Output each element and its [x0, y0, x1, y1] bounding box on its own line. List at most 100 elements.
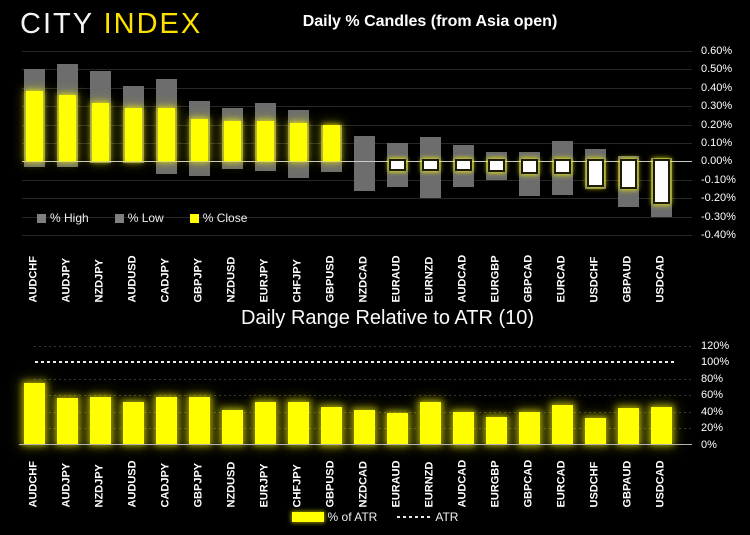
candles-x-label-usdcad: USDCAD: [654, 255, 667, 303]
candles-x-label-audchf: AUDCHF: [27, 256, 40, 303]
atr-plot-area: [19, 338, 692, 445]
atr-x-label-chfjpy: CHFJPY: [291, 464, 304, 508]
candles-x-label-gbpjpy: GBPJPY: [192, 257, 205, 303]
atr-x-label-nzdusd: NZDUSD: [225, 461, 238, 508]
close-bar-gbpaud: [619, 159, 637, 189]
candles-y-axis-label: 0.40%: [701, 81, 733, 94]
atr-dotted-line-swatch-icon: [397, 516, 432, 518]
legend-item-pct-of-atr: % of ATR: [291, 510, 378, 524]
atr-x-label-usdchf: USDCHF: [588, 461, 601, 508]
legend-item-low: % Low: [114, 211, 164, 225]
brand-logo: CITY INDEX: [20, 8, 202, 41]
legend-label-high: % High: [50, 211, 89, 225]
candles-x-label-cadjpy: CADJPY: [159, 257, 172, 303]
close-bar-audjpy: [58, 95, 76, 162]
atr-bar-gbpaud: [617, 408, 639, 445]
logo-index-text: INDEX: [103, 8, 203, 40]
zero-line: [22, 161, 692, 163]
atr-bar-nzdcad: [353, 409, 375, 445]
atr-x-label-eurcad: EURCAD: [555, 460, 568, 508]
atr-y-axis-label: 0%: [701, 438, 717, 451]
atr-x-label-euraud: EURAUD: [390, 460, 403, 508]
atr-y-axis-label: 60%: [701, 389, 724, 401]
atr-x-label-audcad: AUDCAD: [456, 459, 469, 508]
atr-x-label-cadjpy: CADJPY: [159, 462, 172, 508]
close-bar-nzdusd: [223, 120, 241, 162]
legend-label-pct-of-atr: % of ATR: [327, 510, 378, 524]
high-swatch-icon: [37, 213, 46, 223]
candles-y-axis-label: 0.20%: [701, 118, 733, 131]
atr-bar-cadjpy: [155, 397, 177, 445]
close-bar-gbpcad: [520, 159, 538, 175]
close-swatch-icon: [189, 213, 199, 223]
atr-bar-euraud: [386, 413, 408, 445]
candles-x-label-nzdusd: NZDUSD: [225, 256, 238, 303]
atr-x-label-eurgbp: EURGBP: [489, 460, 502, 508]
atr-x-label-nzdcad: NZDCAD: [357, 461, 370, 508]
candles-x-label-gbpcad: GBPCAD: [522, 254, 535, 303]
atr-x-label-audchf: AUDCHF: [27, 461, 40, 508]
close-bar-nzdjpy: [91, 102, 109, 162]
legend-label-close: % Close: [202, 211, 248, 225]
gridline: [22, 216, 692, 218]
candles-y-axis-label: 0.60%: [701, 45, 733, 57]
legend-label-atr: ATR: [435, 510, 459, 524]
atr-x-label-gbpcad: GBPCAD: [522, 459, 535, 508]
atr-bar-audusd: [122, 402, 144, 445]
close-bar-cadjpy: [157, 108, 175, 162]
close-bar-eurcad: [553, 159, 571, 175]
candles-y-axis-label: -0.40%: [701, 229, 736, 241]
candles-legend: % High % Low % Close: [37, 211, 247, 225]
close-bar-eurjpy: [256, 120, 274, 162]
atr-x-label-gbpaud: GBPAUD: [621, 460, 634, 508]
atr-reference-line: [35, 361, 677, 363]
atr-x-label-audjpy: AUDJPY: [60, 462, 73, 508]
close-bar-usdcad: [652, 159, 670, 204]
gridline: [22, 69, 692, 71]
candles-x-label-eurcad: EURCAD: [555, 255, 568, 303]
atr-bar-audjpy: [56, 398, 78, 445]
close-bar-gbpusd: [322, 124, 340, 162]
atr-bar-eurjpy: [254, 401, 276, 445]
close-bar-eurnzd: [421, 159, 439, 171]
close-bar-usdchf: [586, 159, 604, 188]
atr-x-label-gbpjpy: GBPJPY: [192, 462, 205, 508]
close-bar-gbpjpy: [190, 119, 208, 162]
atr-legend: % of ATR ATR: [0, 510, 750, 524]
candles-x-label-chfjpy: CHFJPY: [291, 259, 304, 303]
candles-y-axis-label: 0.00%: [701, 155, 733, 168]
atr-y-axis-label: 40%: [701, 405, 724, 418]
atr-x-label-usdcad: USDCAD: [654, 460, 667, 508]
atr-y-axis-label: 120%: [701, 339, 730, 352]
atr-bar-swatch-icon: [291, 512, 324, 522]
atr-bar-audcad: [452, 411, 474, 445]
atr-x-label-nzdjpy: NZDJPY: [93, 464, 106, 508]
close-bar-audcad: [454, 159, 472, 171]
candles-y-axis-label: 0.50%: [701, 63, 733, 76]
gridline: [22, 198, 692, 200]
range-bar-nzdcad: [353, 135, 375, 191]
close-bar-eurgbp: [487, 159, 505, 173]
candles-x-label-eurgbp: EURGBP: [489, 255, 502, 303]
atr-y-axis-label: 20%: [701, 422, 724, 434]
candles-y-axis-label: -0.20%: [701, 192, 736, 205]
atr-bar-gbpjpy: [188, 396, 210, 445]
candles-x-label-audusd: AUDUSD: [126, 255, 139, 303]
atr-x-label-gbpusd: GBPUSD: [324, 460, 337, 508]
candles-x-label-nzdjpy: NZDJPY: [93, 259, 106, 303]
atr-bar-usdchf: [584, 418, 606, 445]
atr-bar-gbpusd: [320, 407, 342, 445]
close-bar-chfjpy: [289, 122, 307, 162]
atr-y-axis-label: 80%: [701, 372, 724, 385]
candles-x-label-eurjpy: EURJPY: [258, 258, 271, 303]
low-swatch-icon: [114, 213, 124, 223]
candles-y-axis-label: 0.30%: [701, 100, 733, 113]
legend-label-low: % Low: [127, 211, 164, 225]
atr-bar-eurcad: [551, 404, 573, 445]
atr-bar-audchf: [23, 383, 45, 445]
logo-city-text: CITY: [20, 8, 104, 40]
atr-x-label-audusd: AUDUSD: [126, 460, 139, 508]
gridline: [22, 235, 692, 236]
gridline: [22, 51, 692, 52]
